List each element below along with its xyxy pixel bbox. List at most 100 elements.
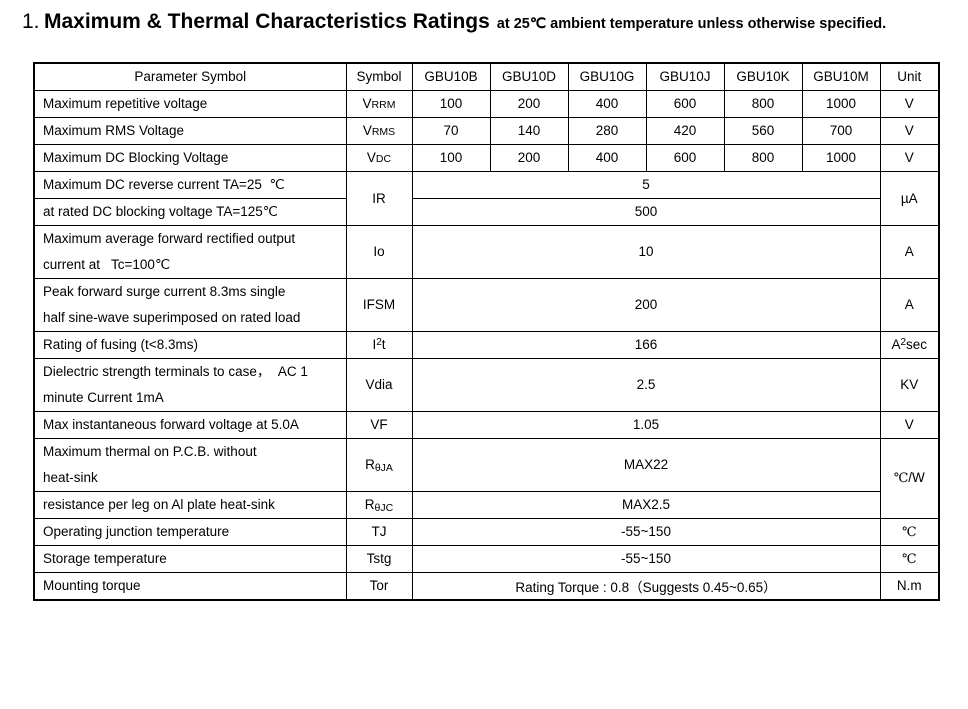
table-row: Rating of fusing (t<8.3ms) I2t 166 A2sec [33,330,940,359]
symbol-cell: VRMS [345,116,413,145]
merged-value-cell: 2.5 [411,357,881,412]
value-cell: 200 [489,89,569,118]
value-cell: 700 [801,116,881,145]
column-header-gbu10b: GBU10B [411,62,491,91]
table-row: Dielectric strength terminals to case， A… [33,357,940,412]
parameter-line: Rating of fusing (t<8.3ms) [43,336,198,352]
column-header-gbu10m: GBU10M [801,62,881,91]
symbol-cell: TJ [345,517,413,546]
parameter-line: minute Current 1mA [43,389,164,405]
unit-cell: V [879,410,940,439]
symbol-cell: VF [345,410,413,439]
parameter-line: Dielectric strength terminals to case， A… [43,363,308,379]
parameter-line: Maximum repetitive voltage [43,95,208,111]
symbol-cell: VDC [345,143,413,172]
table-row: Maximum RMS Voltage VRMS 70 140 280 420 560 700… [33,116,940,145]
value-cell: 100 [411,89,491,118]
merged-value-cell: MAX22 [411,437,881,492]
parameter-cell: resistance per leg on Al plate heat-sink [33,490,347,519]
parameter-cell: Maximum RMS Voltage [33,116,347,145]
value-cell: 400 [567,89,647,118]
unit-cell: ℃ [879,517,940,546]
unit-cell: A [879,224,940,279]
value-cell: 400 [567,143,647,172]
table-row: Peak forward surge current 8.3ms single h… [33,277,940,332]
symbol-cell: RθJC [345,490,413,519]
value-cell: 800 [723,89,803,118]
symbol-cell: Tstg [345,544,413,573]
parameter-line: half sine-wave superimposed on rated loa… [43,309,301,325]
merged-value-cell: 10 [411,224,881,279]
parameter-line: Operating junction temperature [43,523,230,539]
value-cell: 140 [489,116,569,145]
merged-value-cell: MAX2.5 [411,490,881,519]
symbol-cell: IFSM [345,277,413,332]
symbol-cell: IR [345,170,413,226]
table-row: Maximum thermal on P.C.B. without heat-si… [33,437,940,519]
table-row: Operating junction temperature TJ -55~150 ℃ [33,517,940,546]
parameter-line: Maximum RMS Voltage [43,122,185,138]
column-header-symbol: Symbol [345,62,413,91]
section-subtitle: at 25℃ ambient temperature unless otherw… [496,16,887,32]
table-row: resistance per leg on Al plate heat-sink… [33,490,939,519]
parameter-cell: Max instantaneous forward voltage at 5.0… [33,410,347,439]
merged-value-cell: 5 [411,170,881,199]
parameter-cell: Dielectric strength terminals to case， A… [33,357,347,412]
column-header-gbu10k: GBU10K [723,62,803,91]
unit-cell: ℃/W [879,437,940,519]
table-row: Maximum DC Blocking Voltage VDC 100 200 400 6… [33,143,940,172]
parameter-line: Maximum average forward rectified output [43,230,296,246]
unit-cell: N.m [879,571,940,601]
parameter-cell: Peak forward surge current 8.3ms single h… [33,277,347,332]
column-header-parameter: Parameter Symbol [33,62,347,91]
table-row: Max instantaneous forward voltage at 5.0… [33,410,940,439]
section-title: Maximum & Thermal Characteristics Rating… [43,10,490,33]
table-row: Maximum DC reverse current TA=25 ℃ IR 5 µA [33,170,940,226]
table-row: Maximum repetitive voltage VRRM 100 200 400 6… [33,89,940,118]
parameter-line: Maximum DC Blocking Voltage [43,149,229,165]
parameter-cell: Maximum thermal on P.C.B. without heat-si… [33,437,347,492]
table-row: Mounting torque Tor Rating Torque : 0.8（Su… [33,571,940,601]
unit-cell: V [879,89,940,118]
unit-cell: V [879,143,940,172]
parameter-line: resistance per leg on Al plate heat-sink [43,496,275,512]
value-cell: 560 [723,116,803,145]
symbol-cell: I2t [345,330,413,359]
ratings-table: Parameter Symbol Symbol GBU10B GBU10D GB… [33,62,940,601]
value-cell: 70 [411,116,491,145]
value-cell: 1000 [801,89,881,118]
header-row: Parameter Symbol Symbol GBU10B GBU10D GB… [33,62,940,91]
column-header-unit: Unit [879,62,940,91]
value-cell: 800 [723,143,803,172]
parameter-cell: Rating of fusing (t<8.3ms) [33,330,347,359]
parameter-line: current at Tc=100℃ [43,256,171,272]
symbol-cell: VRRM [345,89,413,118]
value-cell: 200 [489,143,569,172]
unit-cell: A [879,277,940,332]
merged-value-cell: 1.05 [411,410,881,439]
unit-cell: µA [879,170,940,226]
symbol-cell: Io [345,224,413,279]
parameter-line: at rated DC blocking voltage TA=125℃ [43,203,278,219]
section-number: 1. [22,10,40,33]
table-row: Maximum average forward rectified output… [33,224,940,279]
unit-cell: V [879,116,940,145]
parameter-cell: Maximum average forward rectified output… [33,224,347,279]
parameter-cell: at rated DC blocking voltage TA=125℃ [33,197,347,226]
symbol-cell: Vdia [345,357,413,412]
merged-value-cell: 500 [411,197,881,226]
parameter-cell: Mounting torque [33,571,347,601]
merged-value-cell: -55~150 [411,544,881,573]
parameter-line: Max instantaneous forward voltage at 5.0… [43,416,299,432]
value-cell: 280 [567,116,647,145]
value-cell: 600 [645,143,725,172]
value-cell: 600 [645,89,725,118]
parameter-line: Peak forward surge current 8.3ms single [43,283,286,299]
unit-cell: A2sec [879,330,940,359]
parameter-line: Mounting torque [43,577,141,593]
symbol-cell: RθJA [345,437,413,492]
merged-value-cell: 166 [411,330,881,359]
parameter-line: Maximum thermal on P.C.B. without [43,443,257,459]
merged-value-cell: 200 [411,277,881,332]
section-heading: 1. Maximum & Thermal Characteristics Rat… [22,10,886,34]
